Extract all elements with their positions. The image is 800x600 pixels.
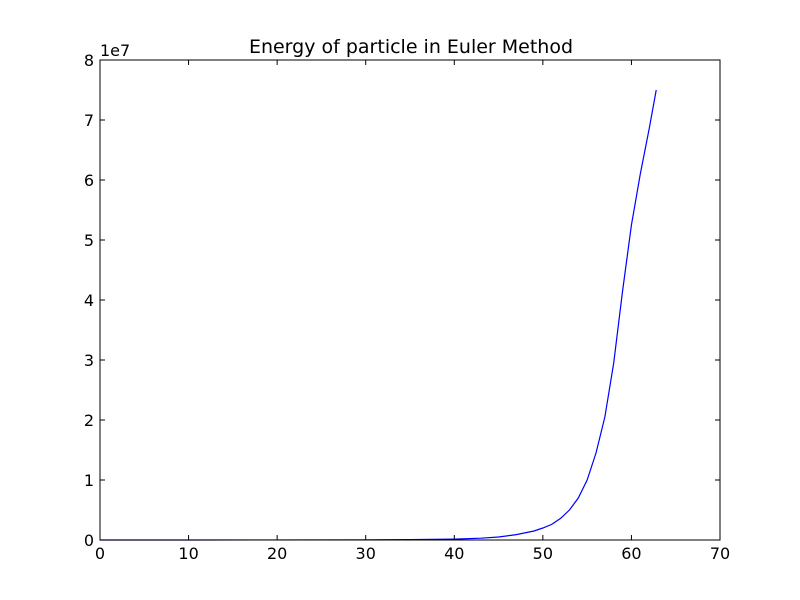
- series-line: [99, 89, 657, 541]
- y-tick-label: 0: [84, 531, 94, 550]
- x-tick-label: 40: [444, 544, 464, 563]
- y-offset-label: 1e7: [100, 41, 130, 60]
- y-tick-label: 3: [84, 351, 94, 370]
- y-tick-label: 7: [84, 111, 94, 130]
- x-tick-label: 50: [533, 544, 553, 563]
- y-tick-label: 6: [84, 171, 94, 190]
- x-tick-label: 10: [178, 544, 198, 563]
- y-tick-label: 5: [84, 231, 94, 250]
- y-tick-label: 4: [84, 291, 94, 310]
- x-tick-label: 70: [710, 544, 730, 563]
- chart-title: Energy of particle in Euler Method: [249, 36, 573, 58]
- x-tick-label: 60: [621, 544, 641, 563]
- x-tick-label: 30: [356, 544, 376, 563]
- y-tick-label: 2: [84, 411, 94, 430]
- axes-frame: [99, 59, 721, 541]
- y-tick-label: 8: [84, 51, 94, 70]
- y-tick-label: 1: [84, 471, 94, 490]
- plot-area: 0 10 20 30 40 50 60 70 0 1 2 3 4 5 6 7 8: [84, 51, 730, 563]
- x-tick-label: 0: [95, 544, 105, 563]
- x-tick-label: 20: [267, 544, 287, 563]
